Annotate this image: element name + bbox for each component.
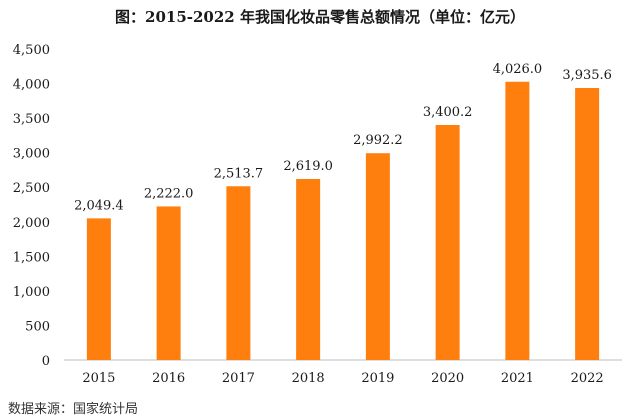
data-label: 2,513.7	[214, 166, 264, 181]
y-tick-label: 1,000	[13, 285, 50, 300]
x-tick-label: 2020	[431, 371, 464, 386]
y-tick-label: 500	[25, 319, 50, 334]
y-tick-label: 2,000	[13, 216, 50, 231]
bar-2019	[365, 153, 390, 360]
x-tick-label: 2019	[361, 371, 394, 386]
y-tick-label: 4,500	[13, 43, 50, 58]
y-tick-label: 3,500	[13, 112, 50, 127]
bar-2020	[435, 125, 460, 361]
bar-2015	[86, 218, 111, 360]
bar-2018	[296, 178, 321, 360]
axes: 0 500 1,000 1,500 2,000 2,500 3,000 3,500 4,000 4…	[13, 43, 622, 386]
x-tick-label: 2022	[571, 371, 604, 386]
data-labels: 2,049.4 2,222.0 2,513.7 2,619.0 2,992.2 3,400…	[74, 62, 612, 214]
x-tick-label: 2021	[501, 371, 534, 386]
y-tick-label: 1,500	[13, 250, 50, 265]
chart-title: 图：2015-2022 年我国化妆品零售总额情况（单位：亿元）	[115, 8, 525, 26]
y-tick-label: 4,000	[13, 78, 50, 93]
y-tick-label: 3,000	[13, 147, 50, 162]
x-tick-label: 2018	[292, 371, 325, 386]
y-tick-label: 2,500	[13, 181, 50, 196]
data-label: 4,026.0	[493, 62, 543, 77]
x-tick-label: 2017	[222, 371, 255, 386]
bar-2022	[575, 88, 600, 360]
data-label: 3,935.6	[562, 68, 612, 83]
data-label: 2,222.0	[144, 186, 194, 201]
data-label: 2,619.0	[283, 159, 333, 174]
bar-2016	[156, 206, 181, 360]
data-label: 2,049.4	[74, 198, 124, 213]
x-tick-label: 2016	[152, 371, 185, 386]
bar-2017	[226, 186, 251, 360]
data-label: 2,992.2	[353, 133, 403, 148]
data-label: 3,400.2	[423, 105, 473, 120]
source-note: 数据来源：国家统计局	[8, 402, 139, 417]
bars	[86, 81, 600, 361]
bar-2021	[505, 81, 530, 360]
x-tick-label: 2015	[82, 371, 115, 386]
y-tick-label: 0	[42, 354, 50, 369]
